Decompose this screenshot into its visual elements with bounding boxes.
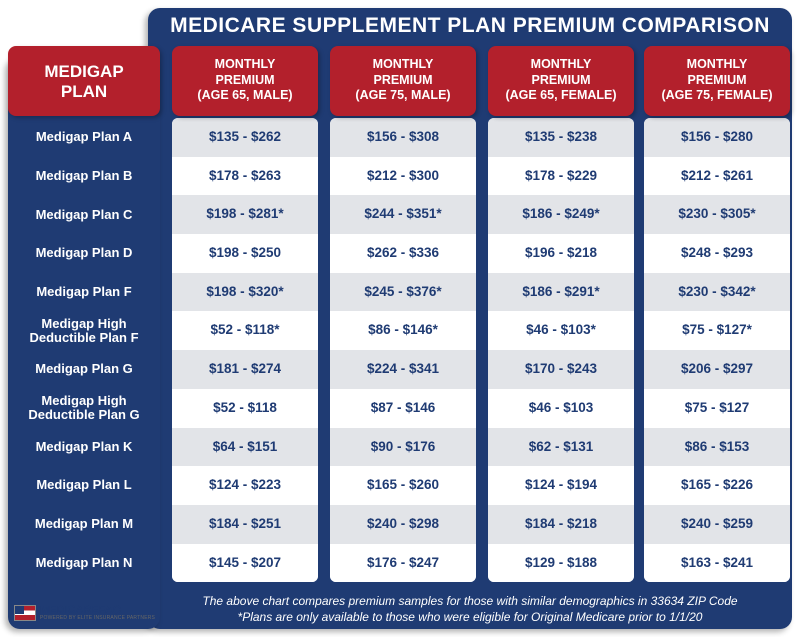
column-header: MONTHLY PREMIUM (AGE 65, FEMALE) xyxy=(488,46,634,116)
data-cell: $46 - $103 xyxy=(488,389,634,428)
row-label: Medigap Plan A xyxy=(8,118,160,157)
data-cell: $181 - $274 xyxy=(172,350,318,389)
row-label: Medigap Plan M xyxy=(8,505,160,544)
data-column: $135 - $262$178 - $263$198 - $281*$198 -… xyxy=(172,118,318,582)
column-header: MONTHLY PREMIUM (AGE 75, FEMALE) xyxy=(644,46,790,116)
data-cell: $184 - $218 xyxy=(488,505,634,544)
data-cell: $170 - $243 xyxy=(488,350,634,389)
data-cell: $245 - $376* xyxy=(330,273,476,312)
row-label: Medigap Plan L xyxy=(8,466,160,505)
data-cell: $64 - $151 xyxy=(172,428,318,467)
data-cell: $46 - $103* xyxy=(488,311,634,350)
data-cell: $224 - $341 xyxy=(330,350,476,389)
data-column: $156 - $308$212 - $300$244 - $351*$262 -… xyxy=(330,118,476,582)
data-cell: $196 - $218 xyxy=(488,234,634,273)
column-header: MONTHLY PREMIUM (AGE 65, MALE) xyxy=(172,46,318,116)
logo-tagline: POWERED BY ELITE INSURANCE PARTNERS xyxy=(40,616,155,621)
data-cell: $75 - $127* xyxy=(644,311,790,350)
row-label: Medigap High Deductible Plan G xyxy=(8,389,160,428)
data-cell: $206 - $297 xyxy=(644,350,790,389)
data-cell: $178 - $263 xyxy=(172,157,318,196)
data-cell: $262 - $336 xyxy=(330,234,476,273)
data-cell: $176 - $247 xyxy=(330,544,476,583)
row-label: Medigap Plan C xyxy=(8,195,160,234)
row-label: Medigap Plan G xyxy=(8,350,160,389)
data-cell: $163 - $241 xyxy=(644,544,790,583)
data-cell: $124 - $223 xyxy=(172,466,318,505)
data-cell: $90 - $176 xyxy=(330,428,476,467)
row-label: Medigap Plan B xyxy=(8,157,160,196)
footer-line-1: The above chart compares premium samples… xyxy=(160,593,780,609)
data-cell: $145 - $207 xyxy=(172,544,318,583)
data-cell: $87 - $146 xyxy=(330,389,476,428)
data-cell: $86 - $153 xyxy=(644,428,790,467)
row-label: Medigap High Deductible Plan F xyxy=(8,312,160,351)
logo-text: MEDICAREFAQ POWERED BY ELITE INSURANCE P… xyxy=(40,605,155,621)
data-cell: $165 - $226 xyxy=(644,466,790,505)
footer-line-2: *Plans are only available to those who w… xyxy=(160,609,780,625)
data-cell: $230 - $305* xyxy=(644,195,790,234)
row-header: MEDIGAP PLAN xyxy=(8,46,160,116)
data-cell: $198 - $320* xyxy=(172,273,318,312)
data-cell: $135 - $238 xyxy=(488,118,634,157)
data-cell: $165 - $260 xyxy=(330,466,476,505)
data-cell: $198 - $281* xyxy=(172,195,318,234)
data-cell: $186 - $249* xyxy=(488,195,634,234)
flag-icon xyxy=(14,605,36,621)
data-cell: $240 - $298 xyxy=(330,505,476,544)
comparison-chart: MEDICARE SUPPLEMENT PLAN PREMIUM COMPARI… xyxy=(0,0,800,637)
data-column: $156 - $280$212 - $261$230 - $305*$248 -… xyxy=(644,118,790,582)
data-cell: $240 - $259 xyxy=(644,505,790,544)
data-cell: $52 - $118* xyxy=(172,311,318,350)
data-cell: $62 - $131 xyxy=(488,428,634,467)
data-cell: $75 - $127 xyxy=(644,389,790,428)
column-header: MONTHLY PREMIUM (AGE 75, MALE) xyxy=(330,46,476,116)
data-cell: $156 - $308 xyxy=(330,118,476,157)
data-cell: $52 - $118 xyxy=(172,389,318,428)
data-cell: $124 - $194 xyxy=(488,466,634,505)
data-cell: $230 - $342* xyxy=(644,273,790,312)
data-cell: $135 - $262 xyxy=(172,118,318,157)
data-cell: $129 - $188 xyxy=(488,544,634,583)
data-cell: $212 - $300 xyxy=(330,157,476,196)
data-cell: $212 - $261 xyxy=(644,157,790,196)
data-column: $135 - $238$178 - $229$186 - $249*$196 -… xyxy=(488,118,634,582)
row-header-label: MEDIGAP PLAN xyxy=(44,62,123,101)
page-title: MEDICARE SUPPLEMENT PLAN PREMIUM COMPARI… xyxy=(148,14,792,38)
row-label: Medigap Plan K xyxy=(8,428,160,467)
data-cell: $248 - $293 xyxy=(644,234,790,273)
data-cell: $178 - $229 xyxy=(488,157,634,196)
row-label: Medigap Plan D xyxy=(8,234,160,273)
data-cell: $184 - $251 xyxy=(172,505,318,544)
footer-note: The above chart compares premium samples… xyxy=(160,593,780,625)
data-cell: $198 - $250 xyxy=(172,234,318,273)
data-cell: $186 - $291* xyxy=(488,273,634,312)
row-label: Medigap Plan F xyxy=(8,273,160,312)
data-cell: $156 - $280 xyxy=(644,118,790,157)
brand-logo: MEDICAREFAQ POWERED BY ELITE INSURANCE P… xyxy=(14,605,155,621)
row-label: Medigap Plan N xyxy=(8,544,160,583)
data-cell: $86 - $146* xyxy=(330,311,476,350)
data-cell: $244 - $351* xyxy=(330,195,476,234)
